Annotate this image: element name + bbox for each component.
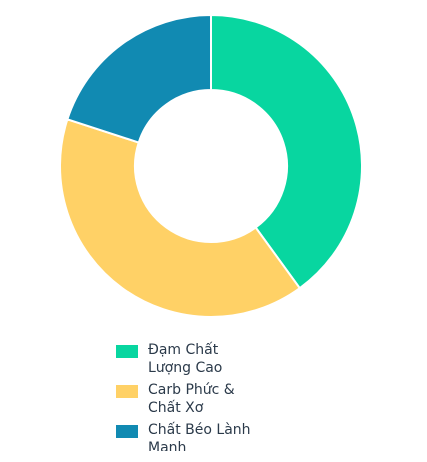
legend-swatch bbox=[116, 425, 138, 438]
legend-label: Carb Phức & Chất Xơ bbox=[148, 382, 235, 416]
legend-swatch bbox=[116, 385, 138, 398]
chart-legend: Đạm Chất Lượng Cao Carb Phức & Chất Xơ C… bbox=[116, 341, 296, 451]
legend-label: Chất Béo Lành Mạnh bbox=[148, 422, 251, 451]
donut-slice[interactable] bbox=[66, 13, 212, 144]
legend-label: Đạm Chất Lượng Cao bbox=[148, 342, 223, 376]
legend-item[interactable]: Chất Béo Lành Mạnh bbox=[116, 421, 296, 451]
donut-slice[interactable] bbox=[59, 118, 302, 318]
donut-chart-svg bbox=[59, 13, 363, 318]
legend-item[interactable]: Đạm Chất Lượng Cao bbox=[116, 341, 296, 381]
legend-item[interactable]: Carb Phức & Chất Xơ bbox=[116, 381, 296, 421]
donut-slice[interactable] bbox=[210, 13, 363, 290]
legend-swatch bbox=[116, 345, 138, 358]
